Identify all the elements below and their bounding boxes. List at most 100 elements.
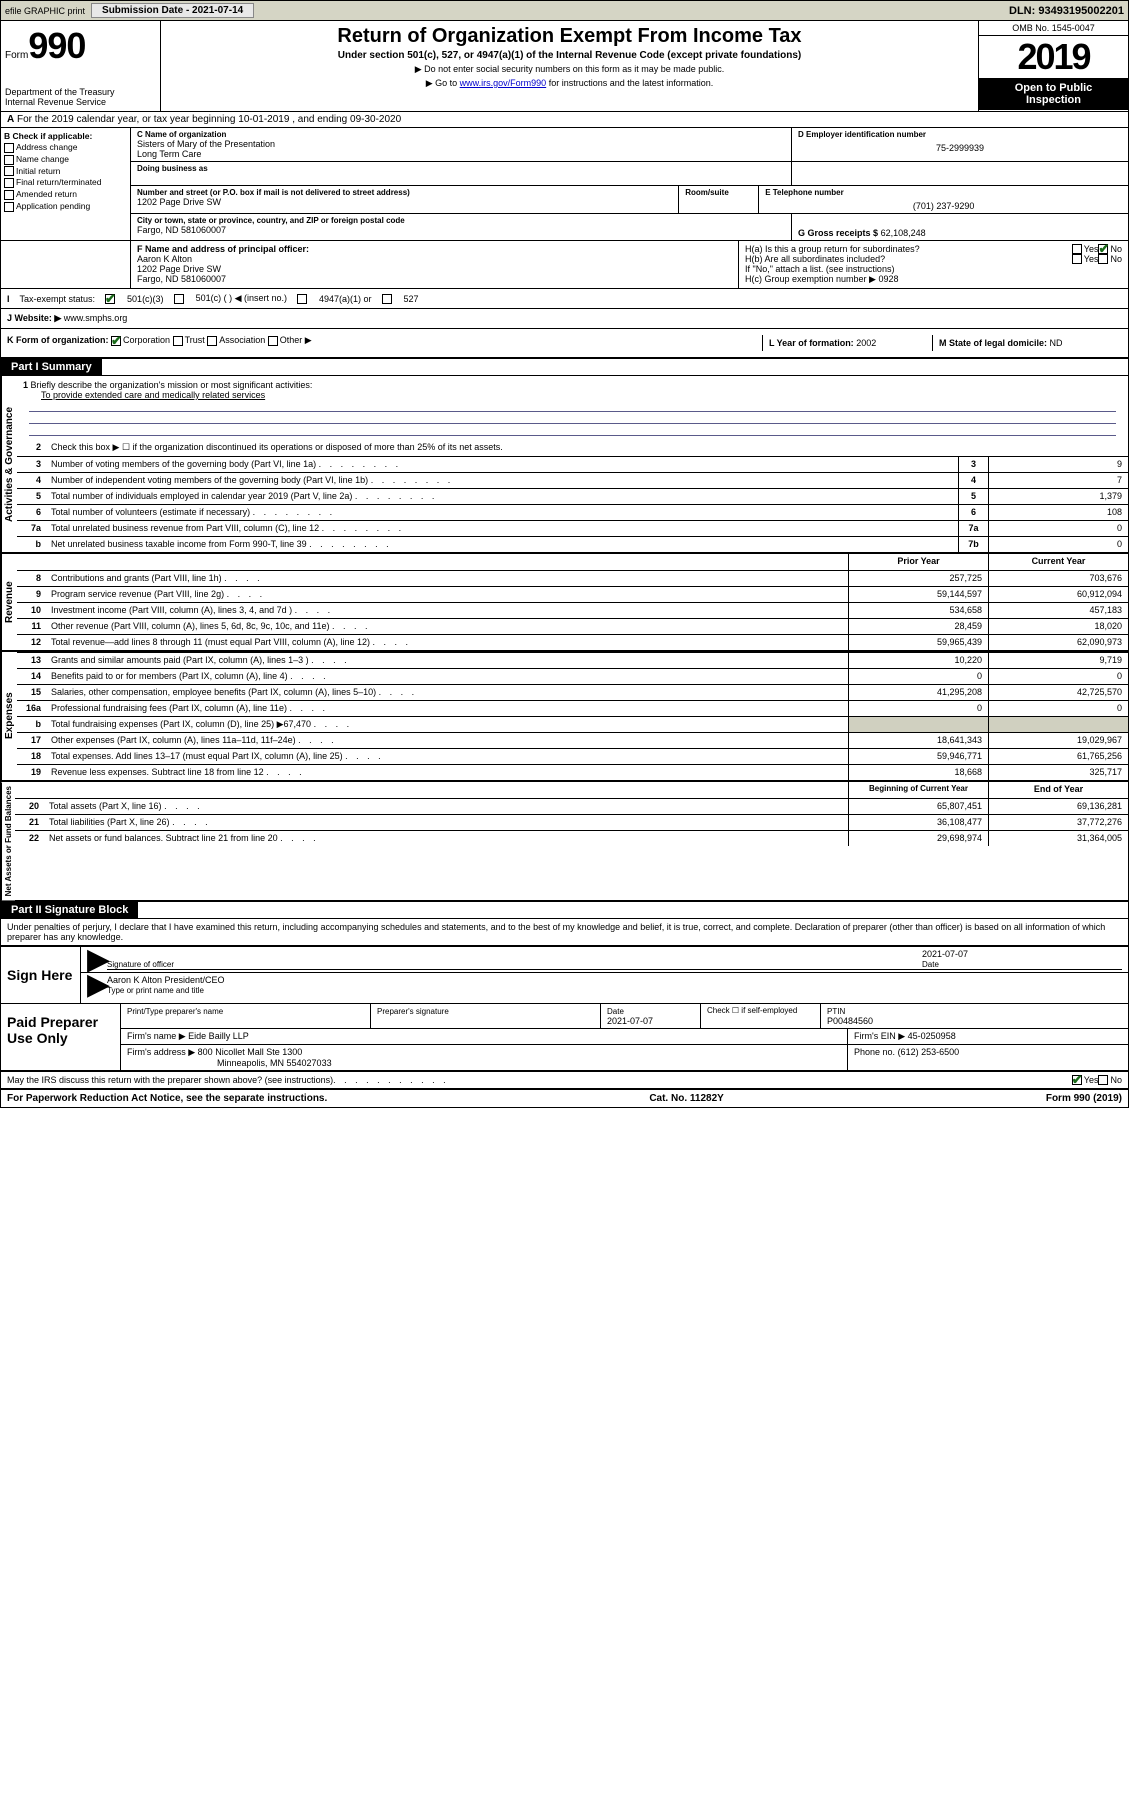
line-desc: Investment income (Part VIII, column (A)… [47, 603, 848, 618]
line-desc: Total fundraising expenses (Part IX, col… [47, 717, 848, 732]
line-value: 9 [988, 457, 1128, 472]
tax-year: 2019 [979, 36, 1128, 78]
check-name-change[interactable]: Name change [4, 154, 127, 165]
check-501c[interactable] [174, 294, 184, 304]
vlabel-activities: Activities & Governance [1, 376, 17, 552]
line-desc: Total revenue—add lines 8 through 11 (mu… [47, 635, 848, 650]
check-other[interactable] [268, 336, 278, 346]
check-corporation[interactable] [111, 336, 121, 346]
paid-preparer-label: Paid Preparer Use Only [1, 1004, 121, 1070]
firm-phone: (612) 253-6500 [898, 1047, 960, 1057]
current-value: 62,090,973 [988, 635, 1128, 650]
current-value: 457,183 [988, 603, 1128, 618]
self-employed-check[interactable]: Check ☐ if self-employed [701, 1004, 821, 1028]
check-final-return[interactable]: Final return/terminated [4, 177, 127, 188]
form-note-1: ▶ Do not enter social security numbers o… [169, 64, 970, 75]
check-4947[interactable] [297, 294, 307, 304]
current-value: 0 [988, 701, 1128, 716]
penalty-text: Under penalties of perjury, I declare th… [1, 919, 1128, 945]
check-amended[interactable]: Amended return [4, 189, 127, 200]
current-value: 0 [988, 669, 1128, 684]
line-value: 1,379 [988, 489, 1128, 504]
current-value: 31,364,005 [988, 831, 1128, 846]
line-desc: Benefits paid to or for members (Part IX… [47, 669, 848, 684]
line-desc: Salaries, other compensation, employee b… [47, 685, 848, 700]
part2-header: Part II Signature Block [1, 902, 138, 918]
prior-value: 59,946,771 [848, 749, 988, 764]
discuss-no[interactable] [1098, 1075, 1108, 1085]
line-desc: Total liabilities (Part X, line 26) . . … [45, 815, 848, 830]
prior-value: 18,641,343 [848, 733, 988, 748]
current-value: 19,029,967 [988, 733, 1128, 748]
dln-label: DLN: 93493195002201 [1009, 5, 1124, 17]
prior-value: 18,668 [848, 765, 988, 780]
line-desc: Total assets (Part X, line 16) . . . . [45, 799, 848, 814]
ha-yes[interactable] [1072, 244, 1082, 254]
current-value: 325,717 [988, 765, 1128, 780]
firm-address: 800 Nicollet Mall Ste 1300 [198, 1047, 303, 1057]
section-a: A For the 2019 calendar year, or tax yea… [1, 112, 1128, 128]
phone-label: E Telephone number [765, 188, 1122, 197]
current-value: 9,719 [988, 653, 1128, 668]
form-word: Form [5, 50, 28, 61]
check-501c3[interactable] [105, 294, 115, 304]
hb-no[interactable] [1098, 254, 1108, 264]
line-desc: Number of voting members of the governin… [47, 457, 958, 472]
phone-value: (701) 237-9290 [765, 197, 1122, 211]
check-initial-return[interactable]: Initial return [4, 166, 127, 177]
form-number: 990 [28, 25, 85, 66]
discuss-yes[interactable] [1072, 1075, 1082, 1085]
vlabel-expenses: Expenses [1, 652, 17, 780]
section-b: B Check if applicable: Address change Na… [1, 128, 131, 240]
group-exemption: 0928 [879, 274, 899, 284]
cat-no: Cat. No. 11282Y [327, 1093, 1046, 1104]
check-association[interactable] [207, 336, 217, 346]
check-pending[interactable]: Application pending [4, 201, 127, 212]
current-value: 69,136,281 [988, 799, 1128, 814]
line-desc: Program service revenue (Part VIII, line… [47, 587, 848, 602]
prior-value: 0 [848, 701, 988, 716]
irs-link[interactable]: www.irs.gov/Form990 [460, 78, 547, 88]
inspection-badge: Open to Public Inspection [979, 78, 1128, 110]
submission-date-button[interactable]: Submission Date - 2021-07-14 [91, 3, 254, 18]
line-value: 108 [988, 505, 1128, 520]
col-current-year: Current Year [988, 554, 1128, 570]
line-value: 7 [988, 473, 1128, 488]
line-desc: Number of independent voting members of … [47, 473, 958, 488]
top-bar: efile GRAPHIC print Submission Date - 20… [1, 1, 1128, 21]
prior-value: 0 [848, 669, 988, 684]
org-name: Sisters of Mary of the Presentation [137, 139, 785, 149]
vlabel-revenue: Revenue [1, 554, 17, 650]
prior-value: 59,144,597 [848, 587, 988, 602]
vlabel-netassets: Net Assets or Fund Balances [1, 782, 15, 900]
omb-number: OMB No. 1545-0047 [979, 21, 1128, 36]
line-desc: Revenue less expenses. Subtract line 18 … [47, 765, 848, 780]
header-right: OMB No. 1545-0047 2019 Open to Public In… [978, 21, 1128, 111]
section-i: I Tax-exempt status: 501(c)(3) 501(c) ( … [1, 289, 1128, 309]
sig-date: 2021-07-07 [922, 949, 1122, 959]
check-527[interactable] [382, 294, 392, 304]
sign-here-label: Sign Here [1, 947, 81, 1003]
line-desc: Total unrelated business revenue from Pa… [47, 521, 958, 536]
line-desc: Net unrelated business taxable income fr… [47, 537, 958, 552]
check-address-change[interactable]: Address change [4, 142, 127, 153]
line-desc: Other revenue (Part VIII, column (A), li… [47, 619, 848, 634]
line-desc: Total expenses. Add lines 13–17 (must eq… [47, 749, 848, 764]
current-value: 61,765,256 [988, 749, 1128, 764]
hb-yes[interactable] [1072, 254, 1082, 264]
prior-value: 534,658 [848, 603, 988, 618]
line-value: 0 [988, 521, 1128, 536]
current-value: 42,725,570 [988, 685, 1128, 700]
prior-value: 10,220 [848, 653, 988, 668]
form-subtitle: Under section 501(c), 527, or 4947(a)(1)… [169, 50, 970, 61]
prior-value: 65,807,451 [848, 799, 988, 814]
line-value: 0 [988, 537, 1128, 552]
header-center: Return of Organization Exempt From Incom… [161, 21, 978, 111]
check-trust[interactable] [173, 336, 183, 346]
line-desc: Grants and similar amounts paid (Part IX… [47, 653, 848, 668]
state-domicile: ND [1050, 338, 1063, 348]
ha-no[interactable] [1098, 244, 1108, 254]
current-value [988, 717, 1128, 732]
ptin-value: P00484560 [827, 1016, 873, 1026]
current-value: 37,772,276 [988, 815, 1128, 830]
